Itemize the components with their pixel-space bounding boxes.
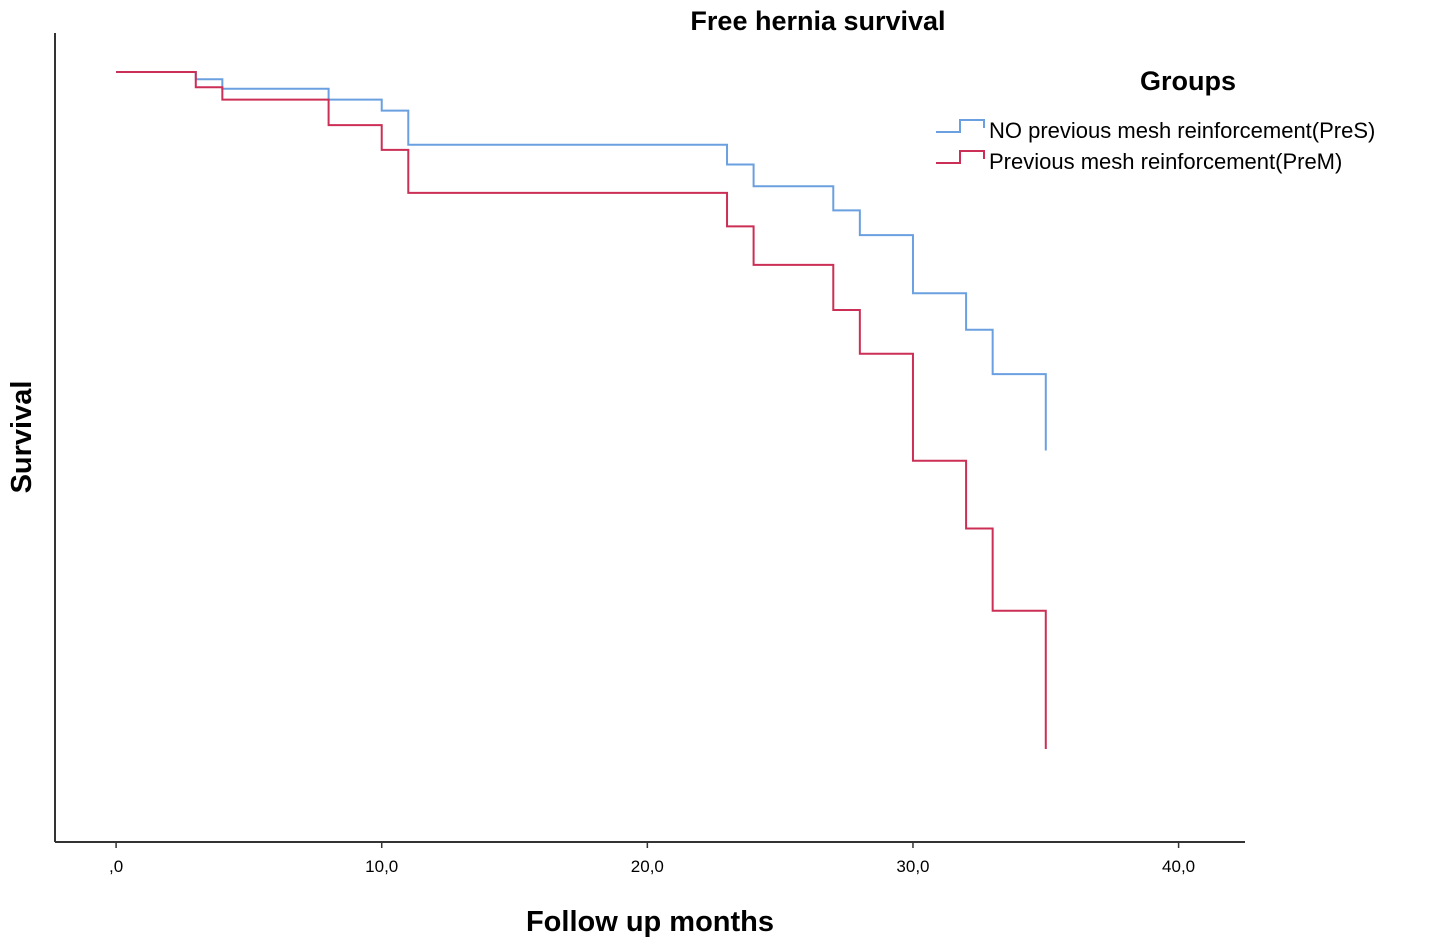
series-layer bbox=[116, 71, 1047, 750]
legend-items: NO previous mesh reinforcement(PreS) Prev… bbox=[936, 118, 1375, 174]
x-axis-label: Follow up months bbox=[526, 906, 774, 938]
series-line-1 bbox=[116, 71, 1047, 451]
legend-swatch bbox=[936, 150, 985, 164]
legend: Groups NO previous mesh reinforcement(Pr… bbox=[936, 66, 1375, 174]
x-tick-label: 10,0 bbox=[365, 857, 398, 876]
legend-label: Previous mesh reinforcement(PreM) bbox=[989, 149, 1342, 174]
x-axis-ticks: ,0 10,0 20,0 30,0 40,0 bbox=[109, 842, 1195, 876]
chart-title: Free hernia survival bbox=[690, 6, 945, 36]
series-line-2 bbox=[116, 71, 1047, 750]
y-axis-label: Survival bbox=[6, 381, 38, 494]
legend-label: NO previous mesh reinforcement(PreS) bbox=[989, 118, 1375, 143]
x-tick-label: 20,0 bbox=[631, 857, 664, 876]
x-tick-label: ,0 bbox=[109, 857, 123, 876]
legend-swatch bbox=[936, 119, 985, 133]
x-tick-label: 30,0 bbox=[896, 857, 929, 876]
legend-title: Groups bbox=[1140, 66, 1236, 96]
x-tick-label: 40,0 bbox=[1162, 857, 1195, 876]
